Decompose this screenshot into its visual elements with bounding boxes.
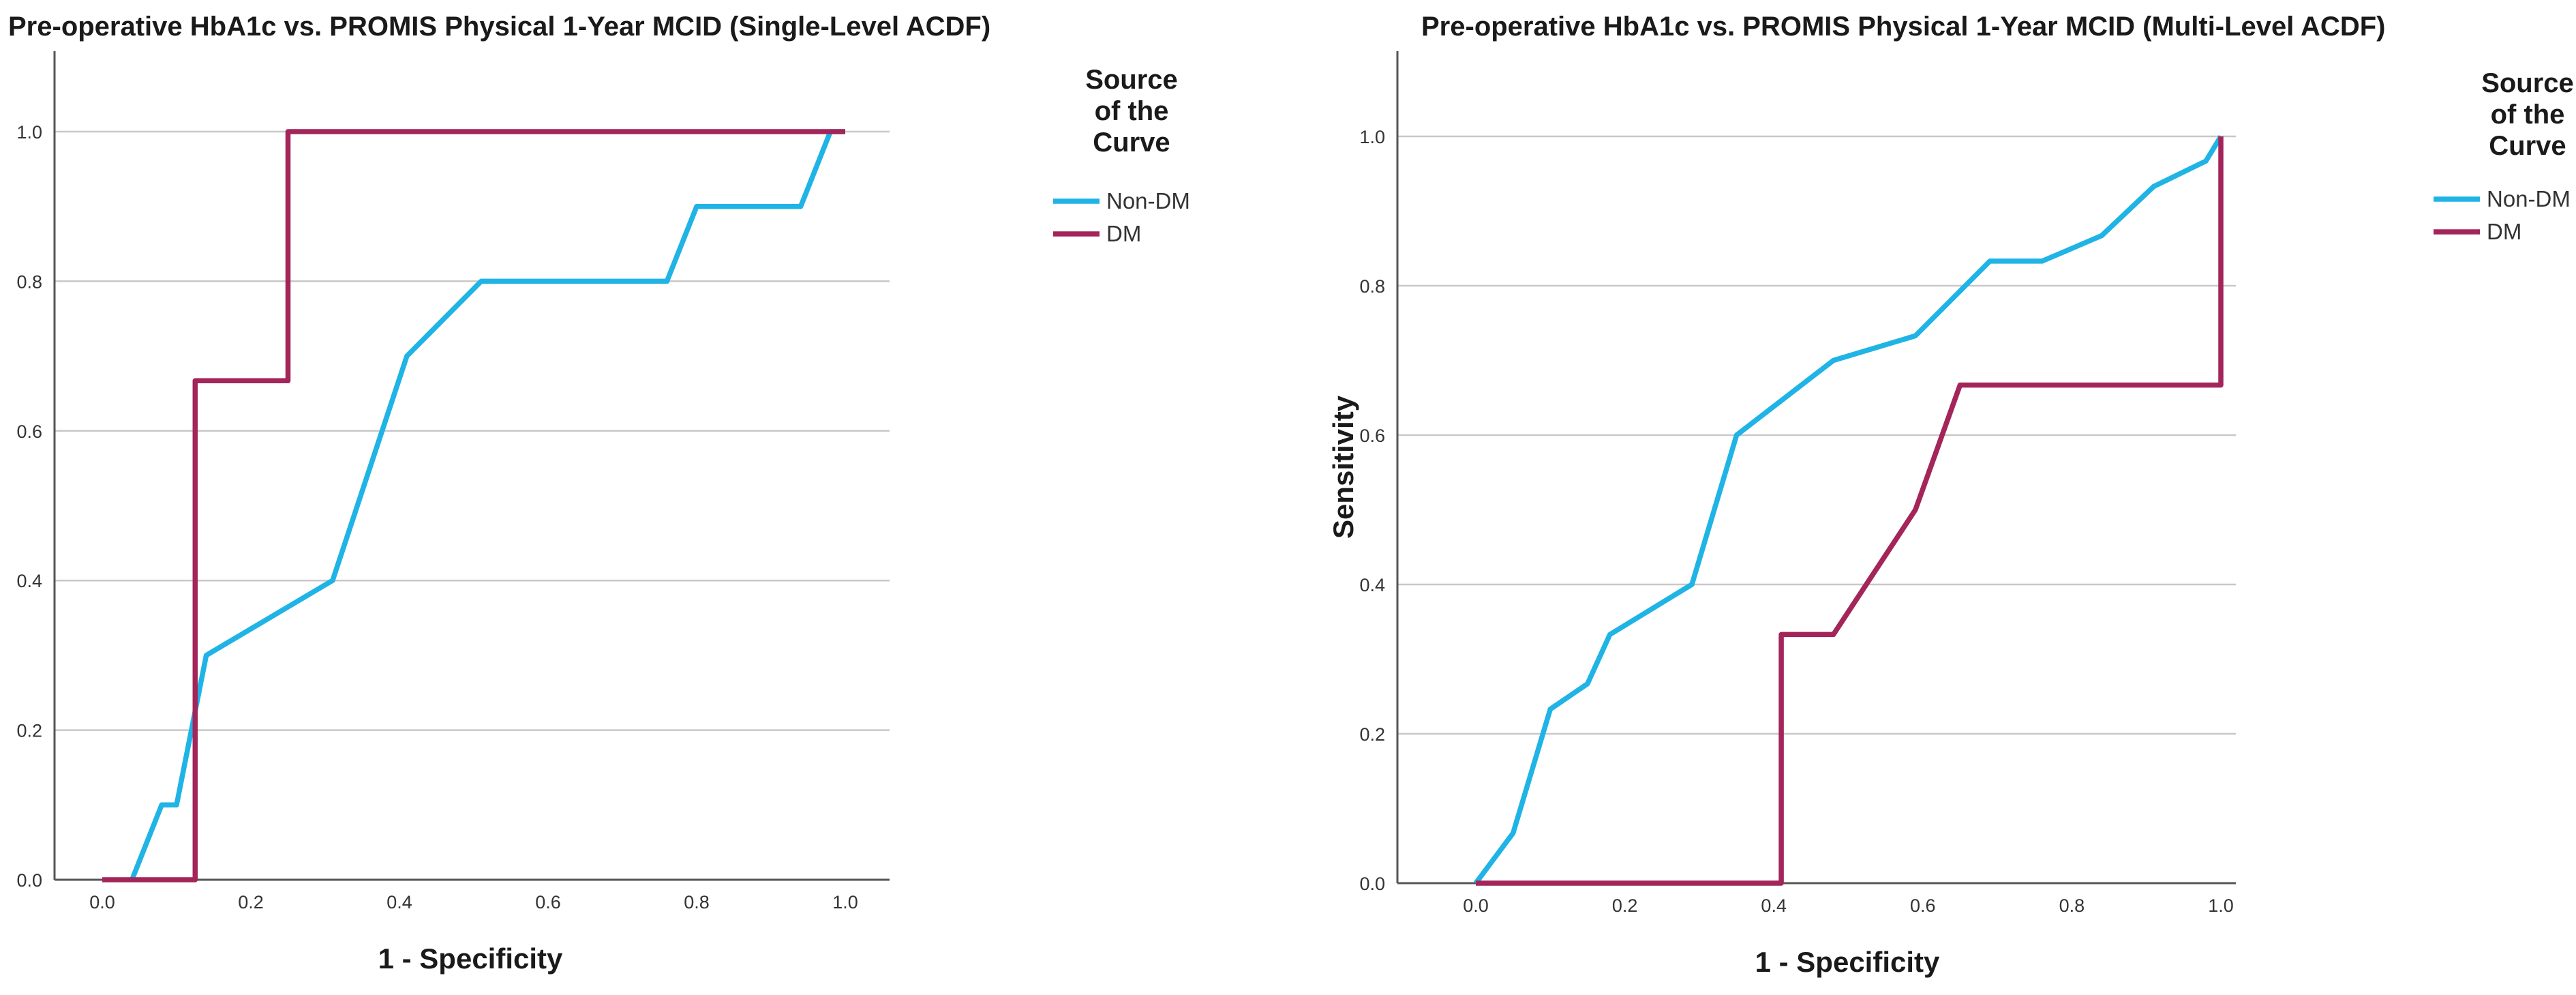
x-axis-title: 1 - Specificity (1755, 946, 1940, 978)
y-tick-label: 0.8 (16, 271, 42, 292)
legend-label-non-dm: Non-DM (2487, 186, 2571, 211)
legend-label-dm: DM (2487, 219, 2521, 244)
y-tick-label: 0.4 (16, 571, 42, 591)
y-tick-label: 0.2 (1359, 724, 1385, 745)
x-tick-label: 0.8 (684, 892, 710, 912)
x-tick-label: 0.8 (2059, 895, 2085, 916)
y-tick-label: 0.4 (1359, 575, 1385, 595)
legend-label-non-dm: Non-DM (1106, 188, 1190, 213)
legend-title-line: of the (1095, 96, 1169, 126)
x-tick-label: 0.2 (1612, 895, 1638, 916)
legend-title-line: Curve (2489, 131, 2566, 161)
series-line-dm (1476, 136, 2224, 886)
y-tick-label: 0.0 (1359, 874, 1385, 894)
legend-title: Source of the Curve (2481, 68, 2574, 161)
chart-title: Pre-operative HbA1c vs. PROMIS Physical … (1421, 12, 2385, 42)
x-tick-label: 0.4 (387, 892, 412, 912)
legend-title-line: Source (1085, 65, 1178, 95)
y-tick-label: 1.0 (16, 122, 42, 143)
x-tick-label: 0.2 (238, 892, 264, 912)
y-tick-label: 0.8 (1359, 276, 1385, 297)
series-line-non-dm (130, 129, 845, 881)
x-tick-label: 1.0 (2208, 895, 2234, 916)
series-line-non-dm (1473, 135, 2224, 885)
legend-title-line: of the (2491, 100, 2565, 130)
y-tick-label: 0.6 (1359, 426, 1385, 446)
y-tick-label: 0.2 (16, 721, 42, 741)
chart-single-level: Pre-operative HbA1c vs. PROMIS Physical … (8, 12, 1190, 975)
x-tick-label: 0.0 (89, 892, 115, 912)
legend-title-line: Source (2481, 68, 2574, 98)
x-tick-label: 1.0 (832, 892, 858, 912)
chart-multi-level: Pre-operative HbA1c vs. PROMIS Physical … (1327, 12, 2574, 978)
series-line-dm (102, 129, 845, 882)
x-tick-label: 0.0 (1463, 895, 1489, 916)
legend-title: Source of the Curve (1085, 65, 1178, 158)
y-tick-label: 1.0 (1359, 127, 1385, 147)
x-tick-label: 0.6 (1910, 895, 1936, 916)
y-tick-label: 0.0 (16, 870, 42, 891)
legend-title-line: Curve (1093, 128, 1170, 158)
chart-title: Pre-operative HbA1c vs. PROMIS Physical … (8, 12, 990, 42)
x-axis-title: 1 - Specificity (378, 942, 563, 975)
y-axis-title: Sensitivity (1327, 395, 1359, 539)
y-tick-label: 0.6 (16, 421, 42, 442)
x-tick-label: 0.4 (1761, 895, 1787, 916)
x-tick-label: 0.6 (535, 892, 561, 912)
legend-label-dm: DM (1106, 221, 1141, 246)
